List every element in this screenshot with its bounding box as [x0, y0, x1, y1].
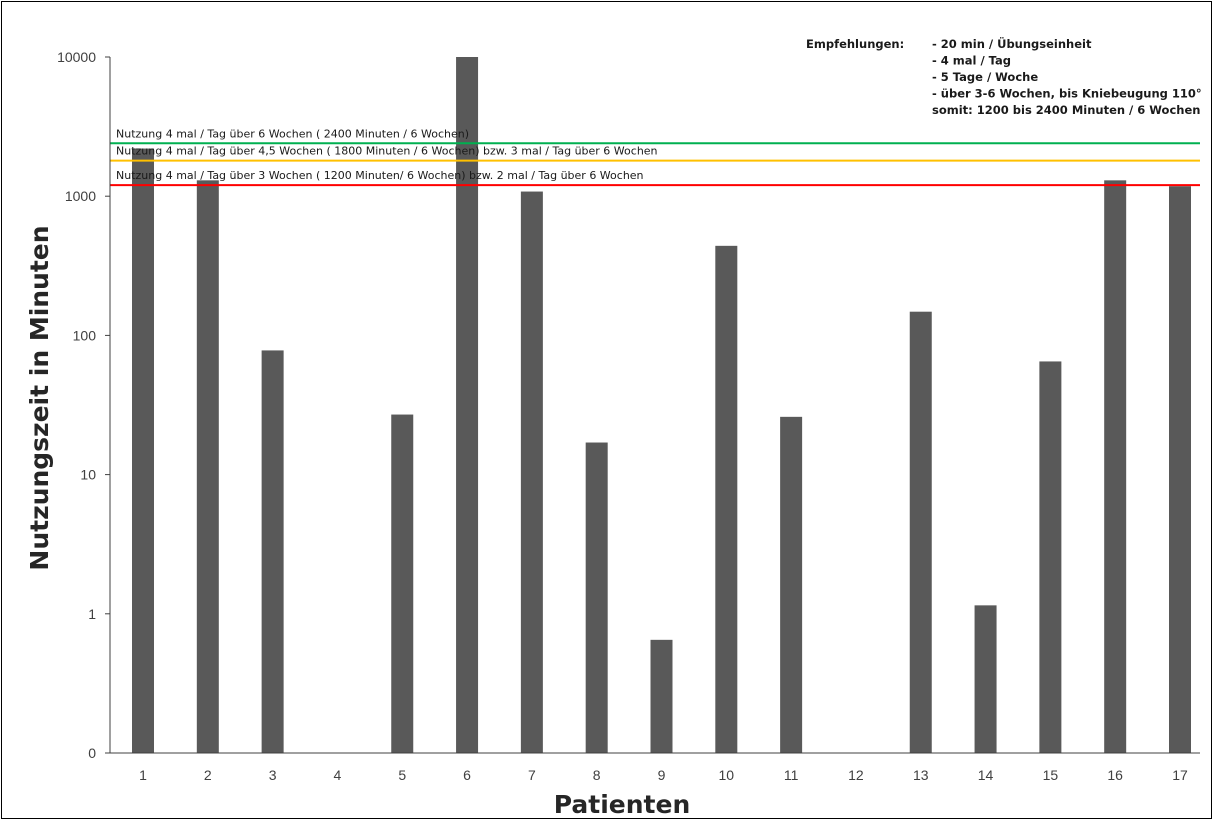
y-tick-label: 100	[73, 327, 97, 343]
y-axis-title: Nutzungszeit in Minuten	[25, 225, 54, 570]
bar-patient-6	[456, 57, 479, 753]
reference-line-label-1200: Nutzung 4 mal / Tag über 3 Wochen ( 1200…	[116, 169, 644, 182]
x-tick-label: 16	[1107, 767, 1123, 783]
bar-patient-13	[909, 311, 932, 753]
bar-patient-16	[1104, 180, 1127, 753]
bar-patient-14	[974, 605, 997, 753]
x-tick-label: 10	[719, 767, 735, 783]
y-tick-label: 1	[88, 606, 96, 622]
x-tick-label: 12	[848, 767, 864, 783]
bar-patient-17	[1169, 186, 1191, 753]
x-tick-label: 15	[1043, 767, 1059, 783]
x-tick-label: 3	[269, 767, 277, 783]
bar-patient-9	[650, 639, 673, 753]
x-tick-label: 13	[913, 767, 929, 783]
x-tick-label: 4	[334, 767, 342, 783]
reference-line-label-1800: Nutzung 4 mal / Tag über 4,5 Wochen ( 18…	[116, 145, 658, 158]
x-tick-label: 8	[593, 767, 601, 783]
annotation-line: - 5 Tage / Woche	[932, 70, 1038, 84]
x-ticks-layer: 1 2 3 4 5 6 7 8 9 10 11 12 13 14 15 16 17	[139, 767, 1188, 783]
bar-patient-5	[391, 414, 414, 753]
x-tick-label: 6	[463, 767, 471, 783]
bar-patient-8	[585, 442, 608, 753]
y-ticks-layer: 0 1 10 100 1000 10000	[57, 49, 110, 761]
y-tick-label: 10000	[57, 49, 96, 65]
axes-layer	[109, 57, 1200, 754]
y-tick-label: 10	[80, 467, 96, 483]
reference-lines-layer: Nutzung 4 mal / Tag über 6 Wochen ( 2400…	[110, 127, 1200, 187]
x-tick-label: 17	[1172, 767, 1188, 783]
x-axis-title: Patienten	[554, 790, 691, 819]
annotation-line: somit: 1200 bis 2400 Minuten / 6 Wochen	[932, 103, 1200, 117]
annotation-heading: Empfehlungen:	[806, 37, 904, 51]
bar-patient-1	[132, 148, 154, 753]
bar-patient-3	[261, 350, 284, 753]
x-tick-label: 11	[784, 767, 799, 783]
y-tick-label: 1000	[65, 188, 96, 204]
annotation-line: - 20 min / Übungseinheit	[932, 36, 1092, 51]
x-tick-label: 2	[204, 767, 212, 783]
bars-layer	[132, 57, 1191, 753]
y-tick-label: 0	[88, 745, 96, 761]
x-tick-label: 14	[978, 767, 994, 783]
bar-patient-11	[780, 416, 803, 753]
bar-patient-15	[1039, 361, 1062, 753]
bar-patient-7	[520, 191, 543, 753]
x-tick-label: 1	[139, 767, 147, 783]
annotation-line: - 4 mal / Tag	[932, 54, 1011, 68]
x-tick-label: 7	[528, 767, 536, 783]
x-tick-label: 5	[398, 767, 406, 783]
x-tick-label: 9	[658, 767, 666, 783]
bar-patient-10	[715, 245, 738, 753]
bar-patient-2	[196, 180, 219, 753]
recommendation-annotation: Empfehlungen: - 20 min / Übungseinheit - …	[806, 36, 1202, 117]
reference-line-label-2400: Nutzung 4 mal / Tag über 6 Wochen ( 2400…	[116, 127, 469, 140]
annotation-line: - über 3-6 Wochen, bis Kniebeugung 110°	[932, 87, 1202, 101]
